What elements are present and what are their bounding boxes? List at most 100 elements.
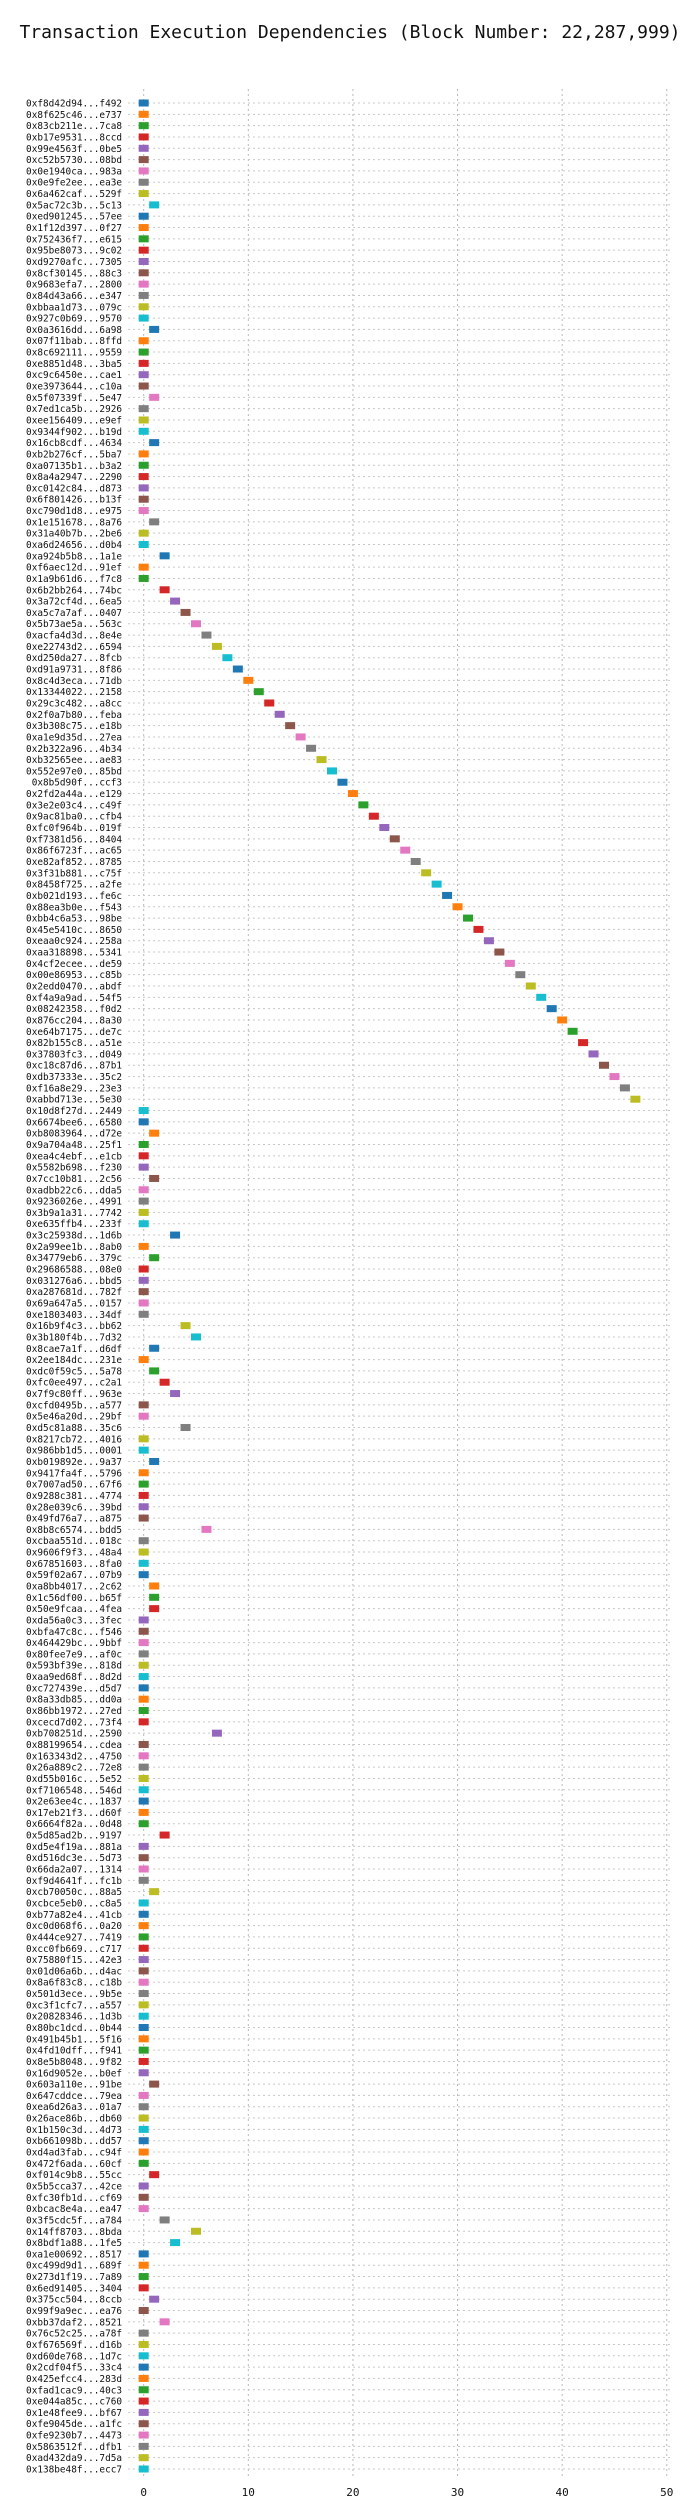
tx-hash-label: 0x552e97e0...85bd	[26, 766, 122, 777]
tx-hash-label: 0xcecd7d02...73f4	[26, 1717, 122, 1728]
tx-hash-label: 0x07f11bab...8ffd	[26, 336, 122, 347]
tx-hash-label: 0xabbd713e...5e30	[26, 1095, 122, 1106]
tx-hash-label: 0xadbb22c6...dda5	[26, 1185, 122, 1196]
tx-bar	[138, 2205, 149, 2213]
chart-title: Transaction Execution Dependencies (Bloc…	[19, 22, 681, 43]
tx-bar	[138, 2420, 149, 2428]
tx-bar	[149, 518, 160, 526]
tx-hash-label: 0x67851603...8fa0	[26, 1559, 122, 1570]
tx-bar	[138, 529, 149, 537]
tx-bar	[170, 1231, 181, 1239]
tx-bar	[138, 1944, 149, 1952]
tx-hash-label: 0x5b5cca37...42ce	[26, 2181, 122, 2192]
tx-bar	[138, 1990, 149, 1998]
tx-hash-label: 0x28e039c6...39bd	[26, 1502, 122, 1513]
tx-bar	[138, 541, 149, 549]
tx-bar	[138, 2035, 149, 2043]
tx-hash-label: 0xa6d24656...d0b4	[26, 540, 122, 551]
tx-hash-label: 0xed901245...57ee	[26, 212, 122, 223]
tx-hash-label: 0x8c692111...9559	[26, 348, 122, 359]
tx-bar	[191, 1333, 201, 1341]
tx-hash-label: 0xcb70050c...88a5	[26, 1887, 122, 1898]
tx-hash-label: 0xb708251d...2590	[26, 1729, 122, 1740]
tx-bar	[138, 563, 149, 571]
tx-hash-label: 0x031276a6...bbd5	[26, 1276, 122, 1287]
tx-bar	[138, 1797, 149, 1805]
tx-hash-label: 0x8cf30145...88c3	[26, 268, 122, 279]
tx-hash-label: 0x31a40b7b...2be6	[26, 529, 122, 540]
tx-hash-label: 0xcbaa551d...018c	[26, 1536, 122, 1547]
tx-hash-label: 0x9683efa7...2800	[26, 280, 122, 291]
tx-hash-label: 0x9606f9f3...48a4	[26, 1548, 122, 1559]
tx-bar	[138, 1265, 149, 1273]
tx-hash-label: 0x491b45b1...5f16	[26, 2034, 122, 2045]
tx-bar	[170, 597, 181, 605]
tx-hash-label: 0xc52b5730...08bd	[26, 155, 122, 166]
tx-hash-label: 0x752436f7...e615	[26, 234, 122, 245]
tx-hash-label: 0xdb37333e...35c2	[26, 1072, 122, 1083]
tx-bar	[138, 1967, 149, 1975]
tx-hash-label: 0xacfa4d3d...8e4e	[26, 631, 122, 642]
tx-bar	[264, 699, 275, 707]
tx-hash-label: 0x6f801426...b13f	[26, 495, 122, 506]
tx-hash-label: 0x16b9f4c3...bb62	[26, 1321, 122, 1332]
tx-bar	[149, 393, 160, 401]
tx-bar	[138, 427, 149, 435]
tx-hash-label: 0xa924b5b8...1a1e	[26, 551, 122, 562]
tx-hash-label: 0xd4ad3fab...c94f	[26, 2148, 122, 2159]
tx-bar	[211, 642, 222, 650]
tx-hash-label: 0xad432da9...7d5a	[26, 2453, 122, 2464]
tx-hash-label: 0xd9270afc...7305	[26, 257, 122, 268]
tx-hash-label: 0xb8083964...d72e	[26, 1129, 122, 1140]
tx-bar	[138, 337, 149, 345]
tx-bar	[138, 359, 149, 367]
tx-bar	[285, 722, 296, 730]
tx-hash-label: 0x8e5b8048...9f82	[26, 2057, 122, 2068]
tx-hash-label: 0x8cae7a1f...d6df	[26, 1344, 122, 1355]
tx-hash-label: 0xee156409...e9ef	[26, 415, 122, 426]
tx-bar	[578, 1039, 589, 1047]
tx-hash-label: 0x3e2e03c4...c49f	[26, 800, 122, 811]
tx-bar	[191, 2227, 201, 2235]
tx-hash-label: 0xb2b276cf...5ba7	[26, 449, 122, 460]
tx-hash-label: 0x5582b698...f230	[26, 1163, 122, 1174]
tx-hash-label: 0x80fee7e9...af0c	[26, 1649, 122, 1660]
tx-hash-label: 0x8c4d3eca...71db	[26, 676, 122, 687]
tx-bar	[138, 1876, 149, 1884]
tx-bar	[138, 1118, 149, 1126]
tx-hash-label: 0x29c3c482...a8cc	[26, 698, 122, 709]
tx-bar	[504, 959, 515, 967]
tx-hash-label: 0x6ed91405...3404	[26, 2283, 122, 2294]
tx-bar	[494, 948, 505, 956]
tx-bar	[138, 1480, 149, 1488]
tx-hash-label: 0xaa318898...5341	[26, 948, 122, 959]
tx-hash-label: 0x7cc10b81...2c56	[26, 1174, 122, 1185]
tx-bar	[138, 1514, 149, 1522]
tx-bar	[138, 1412, 149, 1420]
tx-bar	[138, 2125, 149, 2133]
tx-hash-label: 0x4fd10dff...f941	[26, 2046, 122, 2057]
tx-hash-label: 0x9344f902...b19d	[26, 427, 122, 438]
tx-hash-label: 0x9417fa4f...5796	[26, 1468, 122, 1479]
tx-bar	[138, 1752, 149, 1760]
tx-hash-label: 0xc790d1d8...e975	[26, 506, 122, 517]
tx-bar	[138, 1661, 149, 1669]
tx-hash-label: 0x83cb211e...7ca8	[26, 121, 122, 132]
tx-bar	[295, 733, 306, 741]
tx-hash-label: 0xd91a9731...8f86	[26, 665, 122, 676]
tx-hash-label: 0x2b322a96...4b34	[26, 744, 122, 755]
tx-bar	[138, 1220, 149, 1228]
tx-bar	[138, 1695, 149, 1703]
tx-bar	[138, 405, 149, 413]
tx-bar	[138, 1740, 149, 1748]
tx-bar	[138, 2273, 149, 2281]
tx-hash-label: 0x5ac72c3b...5c13	[26, 200, 122, 211]
x-tick-label: 40	[556, 2486, 569, 2499]
tx-hash-label: 0x7f9c80ff...963e	[26, 1389, 122, 1400]
tx-hash-label: 0x3a72cf4d...6ea5	[26, 597, 122, 608]
tx-bar	[138, 1491, 149, 1499]
tx-bar	[138, 1842, 149, 1850]
tx-hash-label: 0x82b155c8...a51e	[26, 1038, 122, 1049]
tx-bar	[515, 971, 526, 979]
tx-bar	[138, 1627, 149, 1635]
